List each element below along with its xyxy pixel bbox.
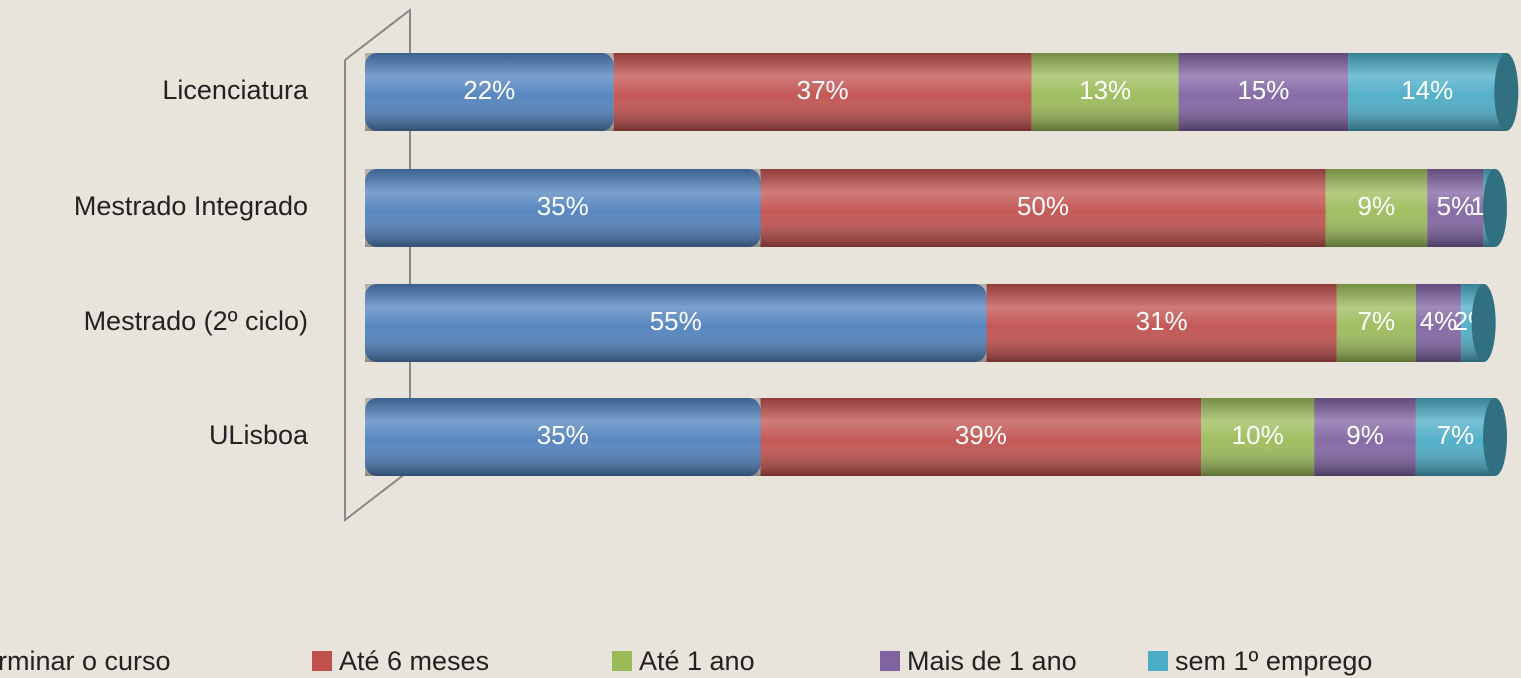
bar-shade: [1348, 53, 1507, 131]
bar-end-cap: [1483, 169, 1507, 247]
bar-shade: [1427, 169, 1484, 247]
data-label: 35%: [537, 191, 589, 221]
legend-label: Mais de 1 ano: [907, 646, 1077, 676]
bar-shade: [365, 169, 761, 247]
category-label: Mestrado Integrado: [74, 191, 308, 221]
legend-swatch: [880, 651, 900, 671]
bar-shade: [365, 284, 987, 362]
bar-shade: [365, 53, 614, 131]
bar-shade: [1415, 284, 1462, 362]
bar-shade: [1336, 284, 1416, 362]
data-label: 31%: [1136, 306, 1188, 336]
data-label: 4%: [1420, 306, 1458, 336]
data-label: 22%: [463, 75, 515, 105]
data-label: 13%: [1079, 75, 1131, 105]
data-label: 7%: [1437, 420, 1475, 450]
data-label: 10%: [1232, 420, 1284, 450]
category-label: Licenciatura: [162, 75, 309, 105]
bar-shade: [365, 398, 761, 476]
bar-end-cap-shade: [1494, 53, 1519, 131]
data-label: 9%: [1358, 191, 1396, 221]
bar-end-cap: [1471, 284, 1496, 362]
bar-shade: [1031, 53, 1179, 131]
data-label: 7%: [1358, 306, 1396, 336]
data-label: 9%: [1346, 420, 1384, 450]
bar-shade: [1325, 169, 1428, 247]
bar-end-cap-shade: [1483, 398, 1507, 476]
data-label: 15%: [1237, 75, 1289, 105]
legend-label: sem 1º emprego: [1175, 646, 1372, 676]
legend-label: Até 6 meses: [339, 646, 489, 676]
legend-label: rminar o curso: [0, 646, 171, 676]
legend-swatch: [612, 651, 632, 671]
bar-end-cap-shade: [1471, 284, 1496, 362]
data-label: 14%: [1401, 75, 1453, 105]
bar-shade: [760, 169, 1326, 247]
data-label: 39%: [955, 420, 1007, 450]
bar-shade: [986, 284, 1337, 362]
legend-swatch: [312, 651, 332, 671]
legend-label: Até 1 ano: [639, 646, 755, 676]
bar-end-cap-shade: [1483, 169, 1507, 247]
legend-swatch: [1148, 651, 1168, 671]
bar-shade: [1415, 398, 1495, 476]
bar-shade: [613, 53, 1032, 131]
data-label: 35%: [537, 420, 589, 450]
bar-shade: [760, 398, 1202, 476]
category-label: ULisboa: [209, 420, 309, 450]
category-label: Mestrado (2º ciclo): [84, 306, 308, 336]
data-label: 5%: [1437, 191, 1475, 221]
data-label: 55%: [650, 306, 702, 336]
bar-end-cap: [1483, 398, 1507, 476]
bar-shade: [1178, 53, 1349, 131]
data-label: 37%: [797, 75, 849, 105]
data-label: 50%: [1017, 191, 1069, 221]
bar-shade: [1314, 398, 1416, 476]
bar-end-cap: [1494, 53, 1519, 131]
bar-shade: [1201, 398, 1315, 476]
